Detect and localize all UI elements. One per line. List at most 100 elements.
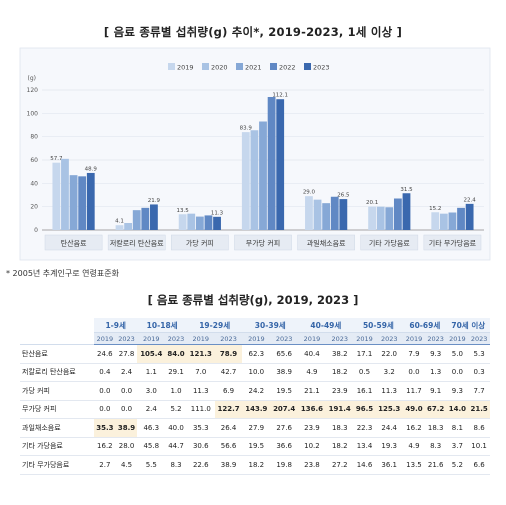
table-cell: 23.9 (325, 381, 354, 401)
legend-label-2021: 2021 (245, 64, 262, 72)
table-cell: 0.0 (94, 400, 116, 419)
table-cell: 0.0 (403, 363, 425, 382)
category-box (234, 234, 292, 251)
table-cell: 27.2 (325, 455, 354, 475)
table-cell: 46.3 (137, 418, 166, 438)
table-cell: 6.6 (468, 455, 490, 475)
legend-label-2023: 2023 (313, 64, 330, 72)
category-box (423, 234, 482, 251)
year-header: 2019 (186, 332, 215, 345)
legend-label-2020: 2020 (211, 64, 228, 72)
year-header: 2019 (137, 332, 166, 345)
table-cell: 1.3 (424, 363, 447, 382)
table-cell: 16.2 (94, 437, 116, 456)
bar-2023 (465, 203, 474, 230)
footnote: * 2005년 추계인구로 연령표준화 (6, 269, 119, 278)
category-box (44, 234, 103, 251)
year-header: 2019 (403, 332, 425, 345)
bar-2021 (322, 203, 331, 230)
category-label: 과일채소음료 (307, 239, 346, 248)
table-cell: 22.3 (353, 418, 376, 438)
table-cell: 30.6 (186, 437, 215, 456)
bar-2019 (305, 196, 313, 230)
bar-2019 (368, 206, 376, 230)
y-tick-label: 60 (30, 157, 38, 164)
bar-2021 (195, 216, 204, 230)
y-tick-label: 80 (30, 134, 38, 141)
category-label: 가당 커피 (186, 239, 214, 248)
data-label: 57.7 (50, 156, 63, 162)
table-row: 가당 커피 0.0 0.0 3.0 1.0 11.3 6.9 24.2 19.5 21.1 23.9… (20, 381, 490, 401)
bar-2022 (267, 97, 276, 230)
year-header: 2019 (242, 332, 271, 345)
year-header: 2023 (424, 332, 447, 345)
y-tick-label: 20 (30, 204, 38, 211)
table-cell: 44.7 (165, 437, 187, 456)
age-group-header: 1-9세 (94, 318, 138, 333)
table-cell: 0.4 (94, 363, 116, 382)
table-cell: 8.3 (424, 437, 447, 456)
table-row: 과일채소음료 35.3 38.9 46.3 40.0 35.3 26.4 27.9 27.6 23… (20, 418, 490, 438)
bar-2023 (276, 99, 285, 230)
bar-2020 (376, 206, 385, 230)
data-label: 11.3 (211, 210, 224, 216)
table-cell: 11.3 (375, 381, 404, 401)
data-label: 26.5 (337, 193, 350, 199)
table-cell: 207.4 (270, 400, 299, 419)
table-cell: 2.7 (94, 455, 116, 475)
bar-2022 (330, 196, 339, 230)
table-cell: 13.4 (353, 437, 376, 456)
data-table: 1-9세 10-18세 19-29세 30-39세 40-49세 50-59세 60-69세… (20, 318, 490, 475)
table-cell: 10.2 (298, 437, 326, 456)
data-label: 21.9 (148, 198, 161, 204)
table-cell: 45.8 (137, 437, 166, 456)
row-label: 무가당 커피 (20, 400, 94, 419)
table-cell: 0.5 (353, 363, 376, 382)
table-cell: 13.5 (403, 455, 425, 475)
age-group-header: 10-18세 (137, 318, 187, 333)
table-cell: 10.0 (242, 363, 271, 382)
table-cell: 0.0 (115, 381, 138, 401)
table-cell: 1.0 (165, 381, 187, 401)
table-cell: 9.1 (424, 381, 447, 401)
table-cell: 6.9 (214, 381, 243, 401)
table-cell: 27.9 (242, 418, 271, 438)
category-label: 기타 무가당음료 (429, 239, 477, 248)
data-label: 112.1 (272, 93, 288, 99)
category-label: 탄산음료 (61, 239, 87, 248)
table-cell: 8.6 (468, 418, 490, 438)
category-label: 무가당 커피 (246, 239, 280, 248)
bar-2022 (457, 207, 465, 230)
table-cell: 26.4 (214, 418, 243, 438)
table-cell: 35.3 (186, 418, 215, 438)
table-row: 기타 가당음료 16.2 28.0 45.8 44.7 30.6 56.6 19.5 36.6 1… (20, 437, 490, 456)
table-cell: 125.3 (375, 400, 404, 419)
bar-chart: (g) 0 20 40 60 80 100 120 57.7 48.9 4.1 21.9 13.5 1… (19, 47, 491, 261)
table-cell: 21.6 (424, 455, 447, 475)
bar-2021 (385, 207, 394, 230)
data-label: 15.2 (429, 206, 441, 212)
table-cell: 17.1 (353, 344, 376, 364)
data-label: 4.1 (115, 219, 124, 225)
table-cell: 40.4 (298, 344, 326, 364)
year-header: 2019 (446, 332, 469, 345)
bar-2019 (115, 225, 124, 230)
table-cell: 122.7 (214, 400, 243, 419)
age-group-header-row: 1-9세 10-18세 19-29세 30-39세 40-49세 50-59세 60-69세… (20, 318, 490, 345)
legend: 2019 2020 2021 2022 2023 (168, 63, 330, 72)
table-cell: 19.5 (270, 381, 299, 401)
data-label: 22.4 (464, 197, 477, 203)
data-labels: 57.7 48.9 4.1 21.9 13.5 11.3 83.9 112.1 29.0 26.5… (50, 93, 476, 225)
y-tick-label: 120 (27, 87, 39, 94)
table-cell: 3.2 (375, 363, 404, 382)
bar-2023 (339, 199, 348, 230)
row-label: 탄산음료 (20, 344, 94, 364)
table-cell: 5.3 (468, 344, 490, 364)
category-label: 기타 가당음료 (369, 239, 410, 248)
bar-2020 (124, 223, 133, 230)
age-group-header: 19-29세 (186, 318, 243, 333)
data-label: 29.0 (303, 190, 316, 196)
chart-title: [ 음료 종류별 섭취량(g) 추이*, 2019-2023, 1세 이상 ] (103, 25, 403, 39)
legend-swatch-2019 (168, 63, 175, 70)
table-cell: 7.9 (403, 344, 425, 364)
